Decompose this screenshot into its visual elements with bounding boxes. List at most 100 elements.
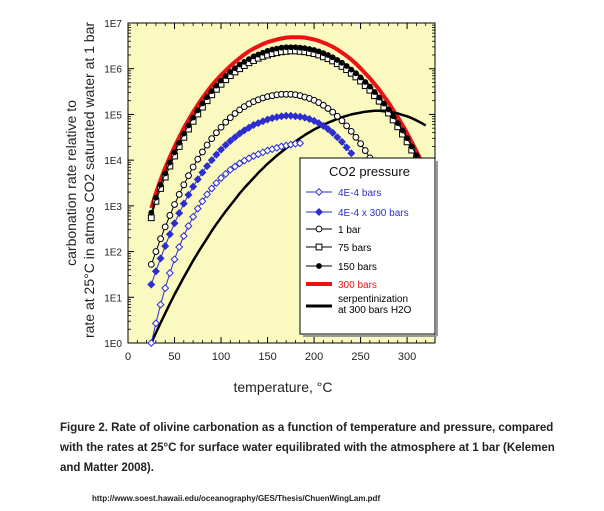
data-point-filled-diamond	[156, 254, 165, 263]
data-point-filled-diamond	[175, 209, 184, 218]
data-point-open-circle	[333, 112, 341, 120]
data-point-filled-circle	[366, 83, 373, 90]
data-point-filled-circle	[241, 58, 248, 65]
figure-caption: Figure 2. Rate of olivine carbonation as…	[60, 422, 555, 474]
series-4e-4-x-300-bars	[147, 111, 356, 289]
data-point-open-circle	[226, 114, 234, 122]
data-point-open-circle	[147, 260, 155, 268]
data-point-filled-diamond	[221, 141, 230, 150]
data-point-filled-circle	[204, 94, 210, 100]
y-axis-label-line2: rate at 25°C in atmos CO2 saturated wate…	[81, 22, 97, 338]
data-point-filled-circle	[408, 143, 415, 150]
data-point-filled-circle	[413, 152, 420, 159]
series-75-bars	[147, 47, 425, 222]
data-point-filled-circle	[348, 66, 355, 73]
data-point-open-diamond	[165, 269, 174, 278]
data-point-open-circle	[152, 248, 160, 255]
data-point-filled-circle	[232, 65, 238, 72]
data-point-open-circle	[171, 201, 178, 208]
data-point-open-diamond	[212, 178, 221, 188]
x-tick-label: 250	[351, 351, 369, 363]
data-point-filled-diamond	[179, 199, 188, 208]
data-point-filled-diamond	[244, 123, 253, 132]
data-point-open-circle	[329, 108, 337, 116]
legend-label: serpentinization	[338, 294, 408, 305]
series-line	[149, 35, 428, 209]
data-point-open-circle	[338, 117, 346, 125]
data-point-filled-diamond	[198, 168, 207, 177]
data-point-open-square	[147, 214, 155, 222]
data-point-filled-circle	[297, 44, 304, 51]
data-point-filled-diamond	[314, 207, 324, 217]
y-tick-label: 1E0	[104, 339, 122, 350]
data-point-filled-circle	[185, 122, 192, 129]
x-tick-label: 150	[258, 351, 276, 363]
legend: CO2 pressure 4E-4 bars 4E-4 x 300 bars 1 ba…	[299, 157, 438, 337]
data-point-open-circle	[315, 225, 323, 233]
data-point-filled-circle	[292, 44, 299, 51]
legend-label: 300 bars	[338, 280, 377, 291]
data-point-filled-diamond	[240, 126, 249, 135]
data-point-filled-circle	[399, 127, 406, 134]
data-point-filled-circle	[385, 106, 392, 113]
legend-label: 150 bars	[338, 262, 377, 273]
data-point-filled-diamond	[324, 125, 333, 134]
data-point-filled-circle	[362, 79, 369, 85]
data-point-filled-circle	[255, 51, 262, 58]
series-1-bar	[147, 90, 392, 268]
data-point-filled-circle	[222, 73, 229, 79]
data-point-open-diamond	[147, 338, 156, 348]
data-point-filled-diamond	[165, 230, 174, 239]
data-point-filled-circle	[380, 100, 387, 107]
data-point-open-diamond	[156, 300, 165, 309]
data-point-filled-circle	[357, 74, 364, 81]
data-point-filled-diamond	[151, 267, 160, 276]
series-300-bars	[149, 35, 428, 209]
data-point-filled-circle	[250, 53, 257, 60]
data-point-filled-diamond	[207, 156, 216, 165]
data-point-open-diamond	[226, 165, 235, 174]
y-tick-label: 1E6	[104, 65, 122, 76]
y-axis-label-line1: carbonation rate relative to	[63, 100, 79, 266]
data-point-filled-circle	[339, 59, 345, 66]
data-point-open-circle	[343, 122, 351, 130]
x-axis-label: temperature, °C	[234, 379, 333, 395]
data-point-filled-diamond	[184, 190, 193, 199]
data-point-filled-circle	[218, 77, 224, 84]
data-point-filled-circle	[306, 46, 313, 52]
data-point-open-diamond	[189, 212, 198, 221]
data-point-filled-diamond	[347, 149, 356, 158]
legend-label: 4E-4 bars	[338, 188, 381, 199]
data-point-open-diamond	[151, 319, 160, 328]
data-point-filled-circle	[264, 47, 271, 54]
data-point-filled-diamond	[328, 128, 337, 137]
data-point-open-circle	[161, 223, 169, 231]
data-point-filled-circle	[320, 50, 327, 57]
data-point-open-diamond	[198, 197, 207, 206]
data-point-open-diamond	[179, 232, 188, 241]
series-4e-4-bars	[147, 139, 305, 348]
data-point-open-circle	[194, 155, 202, 163]
data-point-open-diamond	[217, 173, 226, 182]
data-point-open-square	[315, 243, 323, 251]
data-point-filled-circle	[404, 135, 410, 142]
data-point-open-diamond	[193, 204, 202, 213]
data-point-open-circle	[222, 118, 230, 126]
data-point-filled-circle	[162, 170, 169, 177]
data-point-filled-circle	[287, 44, 294, 51]
data-point-filled-circle	[283, 44, 290, 51]
data-point-open-circle	[357, 140, 364, 148]
data-point-filled-diamond	[296, 112, 305, 121]
data-point-filled-diamond	[342, 143, 351, 152]
data-point-filled-circle	[311, 47, 317, 53]
data-point-filled-diamond	[189, 182, 198, 191]
data-point-filled-circle	[171, 149, 178, 156]
data-point-open-circle	[185, 172, 192, 180]
data-point-open-diamond	[184, 221, 193, 230]
data-point-filled-circle	[176, 139, 183, 146]
data-point-filled-circle	[325, 52, 331, 58]
legend-title: CO2 pressure	[329, 164, 410, 179]
data-point-filled-diamond	[235, 129, 244, 138]
data-point-filled-circle	[259, 49, 266, 56]
data-point-open-circle	[189, 163, 197, 171]
